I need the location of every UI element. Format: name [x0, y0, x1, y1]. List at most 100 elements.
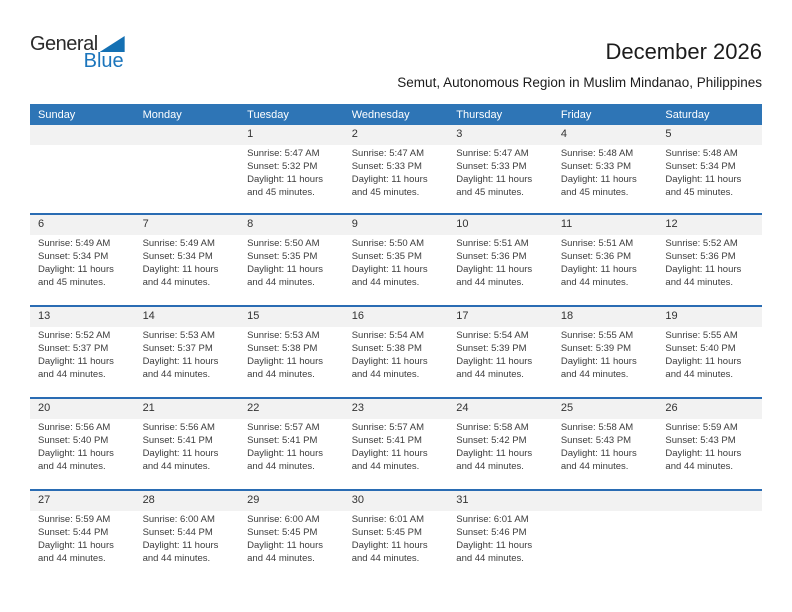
- sunset-text: Sunset: 5:36 PM: [456, 251, 527, 262]
- daylight-text-2: and 45 minutes.: [247, 187, 315, 198]
- day-cell: Sunrise: 5:57 AM Sunset: 5:41 PM Dayligh…: [344, 419, 449, 473]
- daylight-text: Daylight: 11 hours: [665, 356, 742, 367]
- day-number: 11: [560, 218, 573, 230]
- day-number: 10: [456, 218, 469, 230]
- sunset-text: Sunset: 5:33 PM: [456, 161, 527, 172]
- daylight-text-2: and 44 minutes.: [456, 553, 524, 564]
- day-cell: Sunrise: 5:56 AM Sunset: 5:41 PM Dayligh…: [135, 419, 240, 473]
- daylight-text-2: and 44 minutes.: [247, 553, 315, 564]
- daylight-text-2: and 45 minutes.: [38, 277, 106, 288]
- day-number: 17: [456, 310, 469, 322]
- day-number: 28: [142, 494, 155, 506]
- sunset-text: Sunset: 5:43 PM: [665, 435, 736, 446]
- day-cell-empty: [657, 511, 762, 565]
- daylight-text: Daylight: 11 hours: [560, 448, 637, 459]
- sunrise-text: Sunrise: 5:50 AM: [247, 238, 320, 249]
- daylight-text: Daylight: 11 hours: [351, 540, 428, 551]
- sunrise-text: Sunrise: 5:53 AM: [142, 330, 215, 341]
- daylight-text-2: and 44 minutes.: [351, 277, 420, 288]
- day-cell: Sunrise: 5:47 AM Sunset: 5:33 PM Dayligh…: [344, 145, 449, 199]
- daylight-text: Daylight: 11 hours: [665, 264, 742, 275]
- sunset-text: Sunset: 5:46 PM: [456, 527, 527, 538]
- day-cell: Sunrise: 5:51 AM Sunset: 5:36 PM Dayligh…: [553, 235, 658, 289]
- day-number: 12: [665, 218, 678, 230]
- day-number: 29: [247, 494, 260, 506]
- daylight-text-2: and 44 minutes.: [456, 461, 524, 472]
- day-number: 19: [665, 310, 678, 322]
- week-row-4: 20 21 22 23 24 25 26 Sunrise: 5:56 AM Su…: [30, 397, 762, 489]
- logo-text-blue: Blue: [83, 50, 124, 72]
- day-cell: Sunrise: 5:56 AM Sunset: 5:40 PM Dayligh…: [30, 419, 135, 473]
- sunset-text: Sunset: 5:37 PM: [142, 343, 213, 354]
- sunset-text: Sunset: 5:34 PM: [665, 161, 736, 172]
- sunset-text: Sunset: 5:37 PM: [38, 343, 109, 354]
- sunset-text: Sunset: 5:32 PM: [247, 161, 318, 172]
- weekday-header-row: Sunday Monday Tuesday Wednesday Thursday…: [30, 104, 762, 125]
- sunset-text: Sunset: 5:44 PM: [142, 527, 213, 538]
- daylight-text-2: and 44 minutes.: [142, 461, 211, 472]
- sunrise-text: Sunrise: 5:48 AM: [560, 148, 634, 159]
- day-number: 27: [38, 494, 51, 506]
- day-number: 7: [142, 218, 149, 230]
- daylight-text-2: and 44 minutes.: [351, 369, 420, 380]
- daylight-text-2: and 44 minutes.: [247, 461, 315, 472]
- day-cell: Sunrise: 5:55 AM Sunset: 5:40 PM Dayligh…: [657, 327, 762, 381]
- daylight-text: Daylight: 11 hours: [351, 448, 428, 459]
- sunrise-text: Sunrise: 5:59 AM: [665, 422, 738, 433]
- day-number-band: 13 14 15 16 17 18 19: [30, 307, 762, 327]
- sunrise-text: Sunrise: 5:47 AM: [351, 148, 425, 159]
- daylight-text: Daylight: 11 hours: [247, 540, 324, 551]
- day-cell: Sunrise: 5:49 AM Sunset: 5:34 PM Dayligh…: [135, 235, 240, 289]
- daylight-text-2: and 45 minutes.: [456, 187, 524, 198]
- general-blue-logo: General Blue: [30, 34, 125, 72]
- day-number: 3: [456, 128, 463, 140]
- sunset-text: Sunset: 5:41 PM: [142, 435, 213, 446]
- day-number-empty: [135, 125, 240, 145]
- day-cell: Sunrise: 5:58 AM Sunset: 5:43 PM Dayligh…: [553, 419, 658, 473]
- day-number: 15: [247, 310, 260, 322]
- sunrise-text: Sunrise: 5:57 AM: [351, 422, 425, 433]
- weekday-header-sunday: Sunday: [38, 108, 76, 121]
- day-cell: Sunrise: 5:48 AM Sunset: 5:34 PM Dayligh…: [657, 145, 762, 199]
- sunset-text: Sunset: 5:42 PM: [456, 435, 527, 446]
- day-number: 2: [351, 128, 358, 140]
- sunset-text: Sunset: 5:36 PM: [665, 251, 736, 262]
- weekday-header-monday: Monday: [142, 108, 182, 121]
- day-cell: Sunrise: 5:59 AM Sunset: 5:43 PM Dayligh…: [657, 419, 762, 473]
- weekday-header-thursday: Thursday: [456, 108, 503, 121]
- sunrise-text: Sunrise: 5:48 AM: [665, 148, 738, 159]
- day-number: 16: [351, 310, 364, 322]
- day-number: 14: [142, 310, 155, 322]
- sunrise-text: Sunrise: 5:58 AM: [456, 422, 529, 433]
- sunrise-text: Sunrise: 5:49 AM: [142, 238, 215, 249]
- day-number: 22: [247, 402, 260, 414]
- logo-top-row: General: [30, 34, 125, 54]
- day-number: 9: [351, 218, 358, 230]
- sunrise-text: Sunrise: 5:49 AM: [38, 238, 111, 249]
- day-number: 25: [560, 402, 574, 414]
- day-number: 6: [38, 218, 45, 230]
- daylight-text: Daylight: 11 hours: [247, 448, 324, 459]
- daylight-text-2: and 44 minutes.: [351, 553, 420, 564]
- daylight-text-2: and 44 minutes.: [247, 369, 315, 380]
- sunrise-text: Sunrise: 5:51 AM: [560, 238, 634, 249]
- day-cell: Sunrise: 6:00 AM Sunset: 5:45 PM Dayligh…: [239, 511, 344, 565]
- day-number: 13: [38, 310, 51, 322]
- day-number-empty: [657, 491, 762, 511]
- weekday-header-wednesday: Wednesday: [351, 108, 410, 121]
- daylight-text-2: and 44 minutes.: [560, 461, 629, 472]
- daylight-text-2: and 44 minutes.: [142, 369, 211, 380]
- sunrise-text: Sunrise: 5:47 AM: [247, 148, 320, 159]
- sunset-text: Sunset: 5:34 PM: [38, 251, 109, 262]
- sunset-text: Sunset: 5:39 PM: [456, 343, 527, 354]
- sunrise-text: Sunrise: 5:58 AM: [560, 422, 634, 433]
- sunset-text: Sunset: 5:43 PM: [560, 435, 632, 446]
- daylight-text: Daylight: 11 hours: [142, 264, 219, 275]
- page-header: General Blue December 2026 Semut, Autono…: [30, 34, 762, 102]
- day-cell: Sunrise: 6:00 AM Sunset: 5:44 PM Dayligh…: [135, 511, 240, 565]
- day-cell: Sunrise: 5:54 AM Sunset: 5:39 PM Dayligh…: [448, 327, 553, 381]
- daylight-text: Daylight: 11 hours: [351, 356, 428, 367]
- daylight-text: Daylight: 11 hours: [456, 174, 533, 185]
- daylight-text-2: and 44 minutes.: [560, 369, 629, 380]
